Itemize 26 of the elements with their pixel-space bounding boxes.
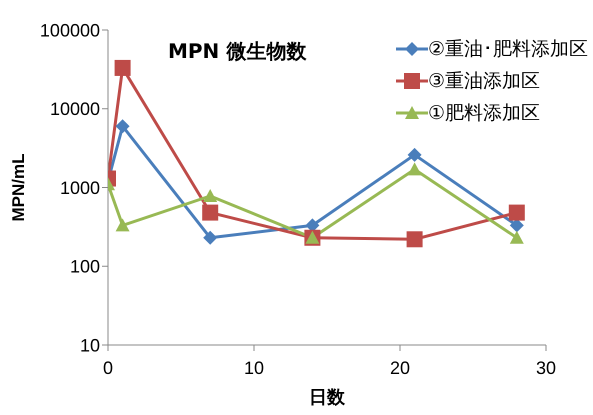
- x-tick-label: 10: [244, 358, 264, 378]
- text: MPN 微生物数: [168, 38, 306, 65]
- point: [202, 204, 218, 221]
- x-tick-label: 20: [390, 358, 410, 378]
- x-tick-label: 30: [536, 358, 556, 378]
- legend-label: ③重油添加区: [428, 69, 540, 94]
- point: [203, 189, 218, 202]
- y-tick-label: 100000: [40, 20, 100, 40]
- y-tick-label: 10000: [50, 99, 100, 120]
- point: [408, 148, 422, 162]
- y-tick-label: 10: [80, 335, 100, 356]
- point: [508, 204, 525, 221]
- y-tick-label: 1000: [60, 178, 100, 198]
- point: [406, 231, 423, 248]
- legend-label: ①肥料添加区: [428, 101, 540, 126]
- point: [510, 230, 524, 244]
- point: [203, 230, 218, 245]
- y-axis-title: MPN/mL: [9, 154, 28, 222]
- x-tick-label: 0: [102, 358, 114, 378]
- x-axis-title: 日数: [309, 387, 346, 407]
- point: [114, 60, 131, 76]
- point: [116, 218, 130, 232]
- legend-label: ②重油･肥料添加区: [428, 37, 588, 62]
- point: [116, 119, 130, 134]
- y-tick-label: 100: [70, 256, 100, 277]
- point: [408, 162, 422, 176]
